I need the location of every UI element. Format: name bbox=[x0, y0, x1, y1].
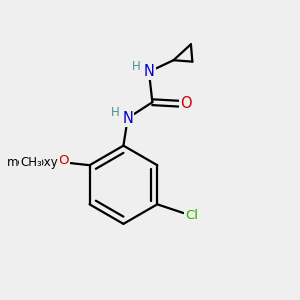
Text: N: N bbox=[143, 64, 154, 79]
Text: CH₃: CH₃ bbox=[20, 156, 42, 169]
Text: O: O bbox=[180, 96, 191, 111]
Text: N: N bbox=[122, 111, 133, 126]
Text: O: O bbox=[58, 154, 69, 167]
Text: methoxy: methoxy bbox=[7, 156, 59, 169]
Text: Cl: Cl bbox=[185, 209, 199, 222]
Text: H: H bbox=[111, 106, 120, 119]
Text: H: H bbox=[132, 60, 141, 73]
